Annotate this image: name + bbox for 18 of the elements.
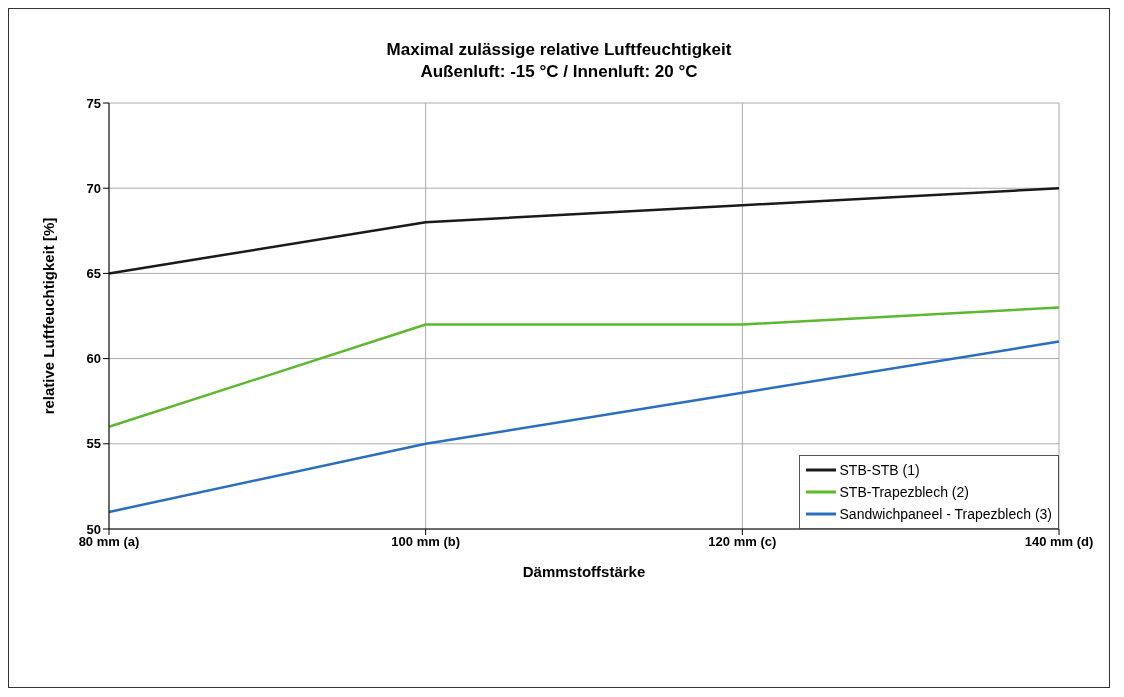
y-tick-label: 75 xyxy=(86,95,101,111)
y-tick-label: 50 xyxy=(86,521,101,537)
chart-title: Maximal zulässige relative Luftfeuchtigkeit xyxy=(385,39,733,61)
x-tick-label: 120 mm (c) xyxy=(708,534,777,550)
legend-label: Sandwichpaneel - Trapezblech (3) xyxy=(839,506,1052,522)
y-tick-label: 55 xyxy=(86,436,101,452)
line-series xyxy=(107,186,1061,275)
chart-subtitle: Außenluft: -15 °C / Innenluft: 20 °C xyxy=(419,61,699,83)
legend-label: STB-STB (1) xyxy=(839,462,920,478)
legend-label: STB-Trapezblech (2) xyxy=(839,484,969,500)
x-axis-title: Dämmstoffstärke xyxy=(522,563,646,580)
y-tick-label: 70 xyxy=(86,180,101,196)
y-axis-title: relative Luftfeuchtigkeit [%] xyxy=(40,217,58,415)
y-tick-label: 65 xyxy=(86,266,101,282)
x-tick-label: 80 mm (a) xyxy=(78,534,140,550)
x-tick-label: 140 mm (d) xyxy=(1024,534,1094,550)
x-tick-label: 100 mm (b) xyxy=(391,534,460,550)
y-tick-label: 60 xyxy=(86,351,101,367)
